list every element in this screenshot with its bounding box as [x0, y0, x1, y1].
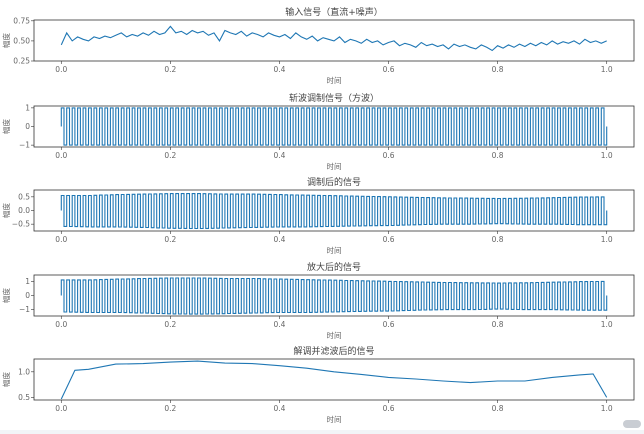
- x-tick-label: 0.6: [383, 151, 395, 160]
- x-tick-label: 0.0: [55, 151, 67, 160]
- axes-frame: [33, 358, 635, 401]
- x-tick-label: 0.8: [492, 320, 504, 329]
- x-tick-label: 0.4: [273, 404, 285, 413]
- y-tick-label: 0.75: [13, 16, 30, 25]
- x-tick-label: 0.2: [164, 151, 176, 160]
- x-tick-label: 0.0: [55, 65, 67, 74]
- y-axis-label: 幅度: [1, 33, 11, 48]
- x-tick-label: 0.4: [273, 151, 285, 160]
- x-axis-label: 时间: [327, 75, 342, 85]
- x-tick-label: 0.0: [55, 404, 67, 413]
- y-tick-label: 0: [25, 291, 30, 300]
- subplot-title: 输入信号（直流+噪声）: [285, 6, 383, 18]
- x-tick-label: 0.8: [492, 65, 504, 74]
- x-tick-label: 0.8: [492, 235, 504, 244]
- y-tick-label: 0.5: [18, 393, 30, 402]
- x-tick-label: 1.0: [601, 404, 613, 413]
- subplot-title: 斩波调制信号（方波）: [289, 92, 379, 104]
- x-tick-label: 1.0: [601, 65, 613, 74]
- x-tick-label: 0.6: [383, 320, 395, 329]
- y-tick-label: 0.0: [18, 206, 30, 215]
- series-line: [60, 193, 608, 230]
- subplot-title: 调制后的信号: [307, 176, 361, 188]
- y-tick-label: 1: [25, 103, 30, 112]
- y-tick-label: 0.5: [18, 192, 30, 201]
- x-tick-label: 0.2: [164, 320, 176, 329]
- x-tick-label: 0.0: [55, 235, 67, 244]
- x-tick-label: 1.0: [601, 235, 613, 244]
- y-tick-label: 0.50: [13, 36, 30, 45]
- x-tick-label: 0.2: [164, 235, 176, 244]
- subplot-3: 调制后的信号 0.0 0.2 0.4 0.6 0.8 1.0 0.5 0.0 −0.5 时间 幅度: [1, 176, 635, 255]
- subplot-2: 斩波调制信号（方波） 0.0 0.2 0.4 0.6 0.8 1.0 1 0 −1 时间 幅度: [1, 92, 635, 171]
- bottom-bar: [0, 430, 644, 434]
- y-tick-label: 1.0: [18, 367, 30, 376]
- series-line: [60, 277, 608, 315]
- x-tick-label: 0.2: [164, 65, 176, 74]
- x-tick-label: 0.6: [383, 65, 395, 74]
- subplot-title: 解调并滤波后的信号: [293, 345, 374, 357]
- y-tick-label: −1: [19, 305, 30, 314]
- overlay-pill-button[interactable]: [623, 420, 641, 428]
- y-tick-label: −1: [19, 141, 30, 150]
- x-axis-label: 时间: [327, 161, 342, 171]
- x-axis-label: 时间: [327, 330, 342, 340]
- x-tick-label: 0.4: [273, 320, 285, 329]
- y-axis-label: 幅度: [1, 119, 11, 134]
- x-axis-label: 时间: [327, 245, 342, 255]
- x-tick-label: 0.4: [273, 235, 285, 244]
- series-line: [60, 360, 608, 400]
- y-tick-label: 1: [25, 277, 30, 286]
- series-line: [60, 25, 607, 52]
- y-axis-label: 幅度: [1, 372, 11, 387]
- y-axis-label: 幅度: [1, 288, 11, 303]
- subplot-4: 放大后的信号 0.0 0.2 0.4 0.6 0.8 1.0 1 0 −1 时间 幅度: [1, 261, 635, 340]
- x-tick-label: 0.6: [383, 404, 395, 413]
- x-tick-label: 1.0: [601, 320, 613, 329]
- x-tick-label: 1.0: [601, 151, 613, 160]
- axes-frame: [33, 19, 635, 62]
- y-tick-label: 0: [25, 122, 30, 131]
- y-tick-label: −0.5: [12, 220, 30, 229]
- series-line: [60, 107, 608, 146]
- subplot-title: 放大后的信号: [307, 261, 361, 273]
- subplot-1: 输入信号（直流+噪声） 0.0 0.2 0.4 0.6 0.8 1.0 0.25 0.50 0.7…: [1, 6, 635, 85]
- x-tick-label: 0.0: [55, 320, 67, 329]
- x-tick-label: 0.8: [492, 404, 504, 413]
- x-tick-label: 0.6: [383, 235, 395, 244]
- x-tick-label: 0.4: [273, 65, 285, 74]
- x-tick-label: 0.2: [164, 404, 176, 413]
- x-tick-label: 0.8: [492, 151, 504, 160]
- x-axis-label: 时间: [327, 414, 342, 424]
- subplot-5: 解调并滤波后的信号 0.0 0.2 0.4 0.6 0.8 1.0 1.0 0.5 时间 幅度: [1, 345, 635, 424]
- y-tick-label: 0.25: [13, 57, 30, 66]
- y-axis-label: 幅度: [1, 203, 11, 218]
